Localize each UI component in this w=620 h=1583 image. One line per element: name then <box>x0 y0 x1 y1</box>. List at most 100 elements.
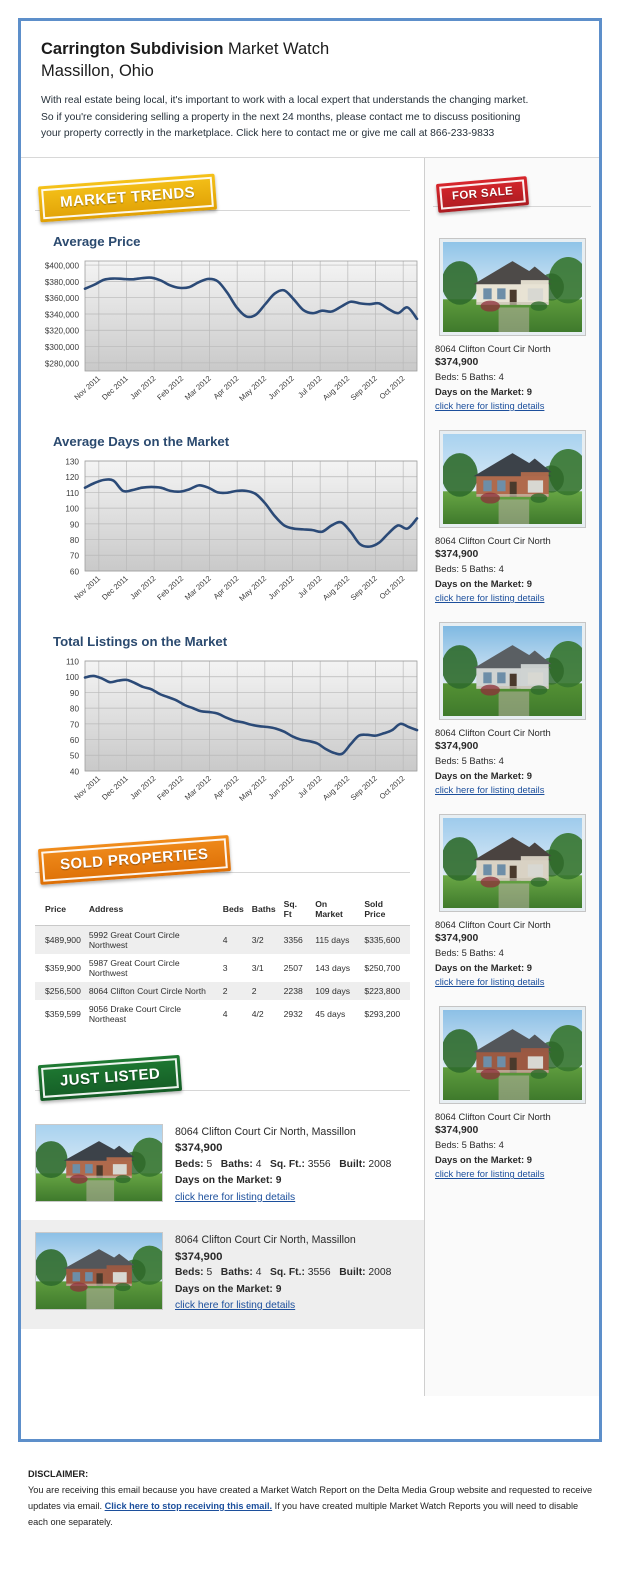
x-axis-tick-label: Nov 2011 <box>72 773 102 801</box>
table-cell: $223,800 <box>364 985 401 996</box>
listing-address: 8064 Clifton Court Cir North, Massillon <box>175 1234 356 1246</box>
data-series-line <box>83 275 419 320</box>
table-cell: 2 <box>251 985 257 996</box>
sold-properties-banner: SOLD PROPERTIES <box>21 834 424 890</box>
table-cell: 5992 Great Court Circle Northwest <box>88 929 180 950</box>
page-subtitle: Massillon, Ohio <box>41 62 154 80</box>
for-sale-info: 8064 Clifton Court Cir North $374,900 Be… <box>435 918 589 990</box>
email-frame: Carrington Subdivision Market Watch Mass… <box>18 18 602 1442</box>
for-sale-info: 8064 Clifton Court Cir North $374,900 Be… <box>435 1110 589 1182</box>
x-axis-tick-label: Oct 2012 <box>378 773 407 800</box>
table-row: $489,900 5992 Great Court Circle Northwes… <box>35 925 410 954</box>
for-sale-address: 8064 Clifton Court Cir North <box>435 918 551 930</box>
x-axis-tick-label: Jun 2012 <box>267 573 296 601</box>
y-axis-tick-label: 40 <box>70 767 80 776</box>
ribbon-sold-properties-label: SOLD PROPERTIES <box>41 837 228 882</box>
table-cell: 3356 <box>283 934 303 945</box>
x-axis-tick-label: Jun 2012 <box>267 773 296 801</box>
y-axis-tick-label: 120 <box>65 473 79 482</box>
intro-line-3: your property correctly in the marketpla… <box>41 128 495 139</box>
plot-border <box>84 260 418 371</box>
y-axis-tick-label: 130 <box>65 457 79 466</box>
table-cell: 4 <box>222 934 228 945</box>
chart-title-total-listings: Total Listings on the Market <box>53 633 228 649</box>
for-sale-thumbnail[interactable] <box>438 621 586 720</box>
x-axis-tick-label: May 2012 <box>237 373 268 402</box>
x-axis-tick-label: Feb 2012 <box>155 573 185 601</box>
page-title-strong: Carrington Subdivision <box>41 40 224 58</box>
y-axis-tick-label: $360,000 <box>45 294 80 303</box>
chart-average-price: Average Price $280,000 $300,000 $320,000 $3… <box>21 234 424 420</box>
x-axis-tick-label: Jul 2012 <box>296 573 323 599</box>
listing-thumbnail[interactable] <box>35 1123 163 1202</box>
sold-col-header: Baths <box>247 893 280 926</box>
x-axis-tick-label: Jan 2012 <box>128 373 157 401</box>
listing-price: $374,900 <box>175 1142 223 1154</box>
for-sale-thumbnail[interactable] <box>438 813 586 912</box>
listing-thumbnail[interactable] <box>35 1232 163 1310</box>
banner-divider <box>35 1089 410 1091</box>
table-cell: $359,599 <box>45 1008 81 1019</box>
for-sale-thumbnail[interactable] <box>438 429 586 528</box>
x-axis-tick-label: Oct 2012 <box>378 573 407 600</box>
for-sale-details-link[interactable]: click here for listing details <box>435 592 545 604</box>
x-axis-tick-label: Jun 2012 <box>267 373 296 401</box>
sold-table-head: Price Address Beds Baths Sq. Ft On Market Sold… <box>35 893 410 926</box>
table-cell: $256,500 <box>45 985 81 996</box>
sold-table-body: $489,900 5992 Great Court Circle Northwes… <box>35 925 410 1028</box>
table-cell: $293,200 <box>364 1008 401 1019</box>
for-sale-info: 8064 Clifton Court Cir North $374,900 Be… <box>435 534 589 606</box>
x-axis-tick-label: Oct 2012 <box>378 373 407 400</box>
unsubscribe-link[interactable]: Click here to stop receiving this email. <box>104 1501 273 1511</box>
table-cell: $359,900 <box>45 962 81 973</box>
sold-col-header: Address <box>84 893 219 926</box>
table-cell: 3/1 <box>251 962 264 973</box>
house-photo-illustration <box>442 625 582 716</box>
listing-specs: Beds: 5 Baths: 4 Sq. Ft.: 3556 Built: 20… <box>175 1158 392 1170</box>
page-title-rest: Market Watch <box>223 40 330 58</box>
data-series-line <box>83 477 419 548</box>
x-axis-tick-label: Mar 2012 <box>183 573 213 601</box>
listing-days-on-market: Days on the Market: 9 <box>175 1175 282 1186</box>
for-sale-beds-baths: Beds: 5 Baths: 4 <box>435 1139 504 1151</box>
just-listed-item: 8064 Clifton Court Cir North, Massillon … <box>21 1220 424 1329</box>
table-cell: 2932 <box>283 1008 303 1019</box>
for-sale-details-link[interactable]: click here for listing details <box>435 400 545 412</box>
body-columns: MARKET TRENDS Average Price $280,000 $300… <box>21 157 599 1396</box>
x-axis-tick-label: Feb 2012 <box>155 773 185 801</box>
for-sale-card: 8064 Clifton Court Cir North $374,900 Be… <box>435 804 589 996</box>
for-sale-days-on-market: Days on the Market: 9 <box>435 1153 532 1165</box>
for-sale-details-link[interactable]: click here for listing details <box>435 976 545 988</box>
intro-paragraph: With real estate being local, it's impor… <box>41 93 579 143</box>
chart-average-days: Average Days on the Market 60 70 80 90 100 11… <box>21 434 424 620</box>
sold-col-header: Beds <box>218 893 248 926</box>
for-sale-card: 8064 Clifton Court Cir North $374,900 Be… <box>435 612 589 804</box>
table-cell: 4/2 <box>251 1008 264 1019</box>
data-series-line <box>83 674 419 756</box>
sold-col-header: Sold Price <box>360 893 410 926</box>
for-sale-banner: FOR SALE <box>425 174 599 228</box>
x-axis-tick-label: Feb 2012 <box>155 373 185 401</box>
for-sale-price: $374,900 <box>435 1125 479 1137</box>
table-row: $359,900 5987 Great Court Circle Northwes… <box>35 954 410 982</box>
for-sale-thumbnail[interactable] <box>438 237 586 336</box>
house-photo-illustration <box>36 1124 162 1201</box>
table-cell: 8064 Clifton Court Circle North <box>88 985 206 996</box>
for-sale-details-link[interactable]: click here for listing details <box>435 1168 545 1180</box>
for-sale-details-link[interactable]: click here for listing details <box>435 784 545 796</box>
intro-line-2: So if you're considering selling a prope… <box>41 111 521 123</box>
ribbon-market-trends: MARKET TRENDS <box>37 173 218 222</box>
x-axis-tick-label: Apr 2012 <box>212 773 241 800</box>
listing-details-link[interactable]: click here for listing details <box>175 1300 296 1311</box>
y-axis-tick-label: $400,000 <box>45 261 80 270</box>
ribbon-for-sale: FOR SALE <box>435 175 530 213</box>
table-cell: 45 days <box>315 1008 346 1019</box>
y-axis-tick-label: 60 <box>70 735 80 744</box>
for-sale-thumbnail[interactable] <box>438 1005 586 1104</box>
y-axis-tick-label: 60 <box>70 567 80 576</box>
y-axis-tick-label: 100 <box>65 504 79 513</box>
y-axis-tick-label: 70 <box>70 720 80 729</box>
y-axis-tick-label: 80 <box>70 704 80 713</box>
listing-details-link[interactable]: click here for listing details <box>175 1191 296 1203</box>
